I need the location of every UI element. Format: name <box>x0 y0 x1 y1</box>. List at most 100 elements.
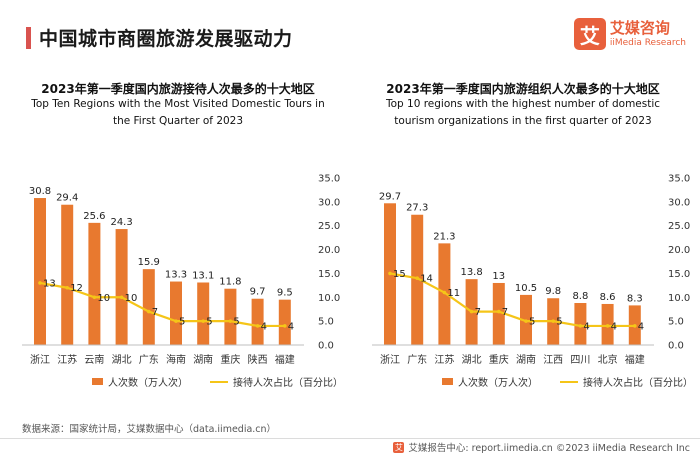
line-point <box>283 324 287 328</box>
logo-en-text: iiMedia Research <box>609 37 686 48</box>
chart-2-title: 2023年第一季度国内旅游组织人次最多的十大地区 <box>386 82 660 96</box>
bar-value-label: 8.8 <box>572 291 588 302</box>
logo-icon: 艾 <box>573 18 606 50</box>
line-value-label: 11 <box>447 288 460 299</box>
bar-value-label: 13 <box>492 271 505 282</box>
line-value-label: 10 <box>125 293 138 304</box>
line-point <box>255 324 260 328</box>
x-tick-label: 江西 <box>543 354 563 366</box>
line-value-label: 7 <box>502 307 508 318</box>
line-point <box>497 309 501 314</box>
line-value-label: 10 <box>97 293 110 304</box>
x-tick-label: 福建 <box>275 353 295 366</box>
legend-line-label: 接待人次占比（百分比） <box>583 378 693 389</box>
x-tick-label: 云南 <box>84 353 104 366</box>
x-tick-label: 江苏 <box>57 353 77 366</box>
bar-value-label: 29.4 <box>56 193 78 204</box>
line-point <box>551 319 555 323</box>
line-point <box>605 324 610 328</box>
footer-logo-icon: 艾 <box>393 441 405 453</box>
x-tick-label: 湖南 <box>193 353 213 366</box>
bar-value-label: 10.5 <box>515 283 537 294</box>
footer-text: 艾媒报告中心: report.iimedia.cn ©2023 iiMedia … <box>408 443 690 454</box>
line-value-label: 5 <box>233 317 239 328</box>
x-tick-label: 江苏 <box>434 353 454 366</box>
bar-value-label: 21.3 <box>433 231 455 242</box>
bar-value-label: 13.3 <box>165 270 187 281</box>
x-tick-label: 陕西 <box>248 353 268 366</box>
bar-value-label: 24.3 <box>110 217 132 228</box>
line-value-label: 7 <box>475 307 481 318</box>
bar-value-label: 9.5 <box>277 288 293 299</box>
bar-value-label: 25.6 <box>83 211 105 222</box>
x-tick-label: 四川 <box>570 355 590 366</box>
y-tick-label: 35.0 <box>318 174 340 185</box>
x-tick-label: 湖北 <box>462 354 482 366</box>
line-point <box>201 319 205 323</box>
line-value-label: 4 <box>288 321 294 332</box>
data-source: 数据来源：国家统计局，艾媒数据中心（data.iimedia.cn） <box>22 424 277 435</box>
bar <box>34 198 46 345</box>
bar <box>88 222 101 345</box>
chart-1-subtitle: Top Ten Regions with the Most Visited Do… <box>31 98 325 127</box>
footer-divider <box>0 438 700 439</box>
legend-line-label: 接待人次占比（百分比） <box>233 378 343 389</box>
line-point <box>119 295 124 300</box>
bar-value-label: 8.3 <box>627 293 643 304</box>
bar <box>170 281 182 345</box>
chart-1-svg: 0.0 5.0 10.0 15.0 20.0 25.0 30.0 35.0 30.8 29.4 25… <box>22 174 340 366</box>
y-tick-label: 0.0 <box>318 341 334 352</box>
bar <box>115 229 128 345</box>
line-value-label: 12 <box>70 283 83 294</box>
bar <box>197 282 210 345</box>
line-point <box>228 319 233 323</box>
line-point <box>442 290 447 295</box>
y-tick-label: 10.0 <box>318 293 340 304</box>
line-series <box>389 272 635 328</box>
line-point <box>65 285 69 290</box>
y-tick-label: 20.0 <box>668 245 690 256</box>
line-point <box>92 295 97 300</box>
line-series <box>39 281 285 328</box>
line-point <box>147 309 151 314</box>
y-tick-label: 15.0 <box>318 269 340 280</box>
bar-value-label: 13.8 <box>460 267 482 278</box>
line-value-label: 14 <box>420 274 433 285</box>
chart-1-legend: 人次数（万人次） 接待人次占比（百分比） <box>92 374 343 389</box>
bar <box>251 298 264 345</box>
page-title: 中国城市商圈旅游发展驱动力 <box>39 28 293 50</box>
x-tick-label: 湖南 <box>516 353 536 366</box>
bar <box>278 299 291 345</box>
bar-value-label: 13.1 <box>192 270 214 281</box>
bar-value-label: 8.6 <box>600 292 616 303</box>
line-point <box>524 319 528 323</box>
chart-1-title: 2023年第一季度国内旅游接待人次最多的十大地区 <box>41 82 315 96</box>
line-value-label: 5 <box>179 317 185 328</box>
x-tick-label: 湖北 <box>112 354 132 366</box>
title-accent-bar <box>26 27 31 49</box>
chart-2-svg: 0.0 5.0 10.0 15.0 20.0 25.0 30.0 35.0 29.7 27.3 21… <box>372 174 690 366</box>
bar <box>224 288 237 345</box>
chart-2-legend: 人次数（万人次） 接待人次占比（百分比） <box>442 374 693 389</box>
line-point <box>388 271 392 276</box>
line-point <box>578 324 583 328</box>
brand-logo: 艾 艾媒咨询 iiMedia Research <box>573 18 686 50</box>
legend-line-swatch <box>560 380 578 383</box>
line-point <box>633 324 637 328</box>
legend-bar-label: 人次数（万人次） <box>108 378 188 389</box>
y-tick-label: 25.0 <box>318 221 340 232</box>
line-value-label: 13 <box>43 278 56 289</box>
bar-value-label: 9.8 <box>545 286 561 297</box>
footer: 艾 艾媒报告中心: report.iimedia.cn ©2023 iiMedi… <box>393 440 690 454</box>
bar-value-label: 9.7 <box>250 287 266 298</box>
line-value-label: 15 <box>393 269 406 280</box>
x-tick-label: 广东 <box>139 353 159 366</box>
bar <box>61 204 74 345</box>
y-tick-label: 30.0 <box>318 197 340 208</box>
x-tick-label: 广东 <box>407 353 427 366</box>
legend-bar-swatch <box>92 378 103 385</box>
y-tick-label: 0.0 <box>668 341 684 352</box>
bar-value-label: 11.8 <box>219 277 241 288</box>
x-tick-label: 浙江 <box>380 354 400 366</box>
bar-value-label: 29.7 <box>379 191 401 202</box>
